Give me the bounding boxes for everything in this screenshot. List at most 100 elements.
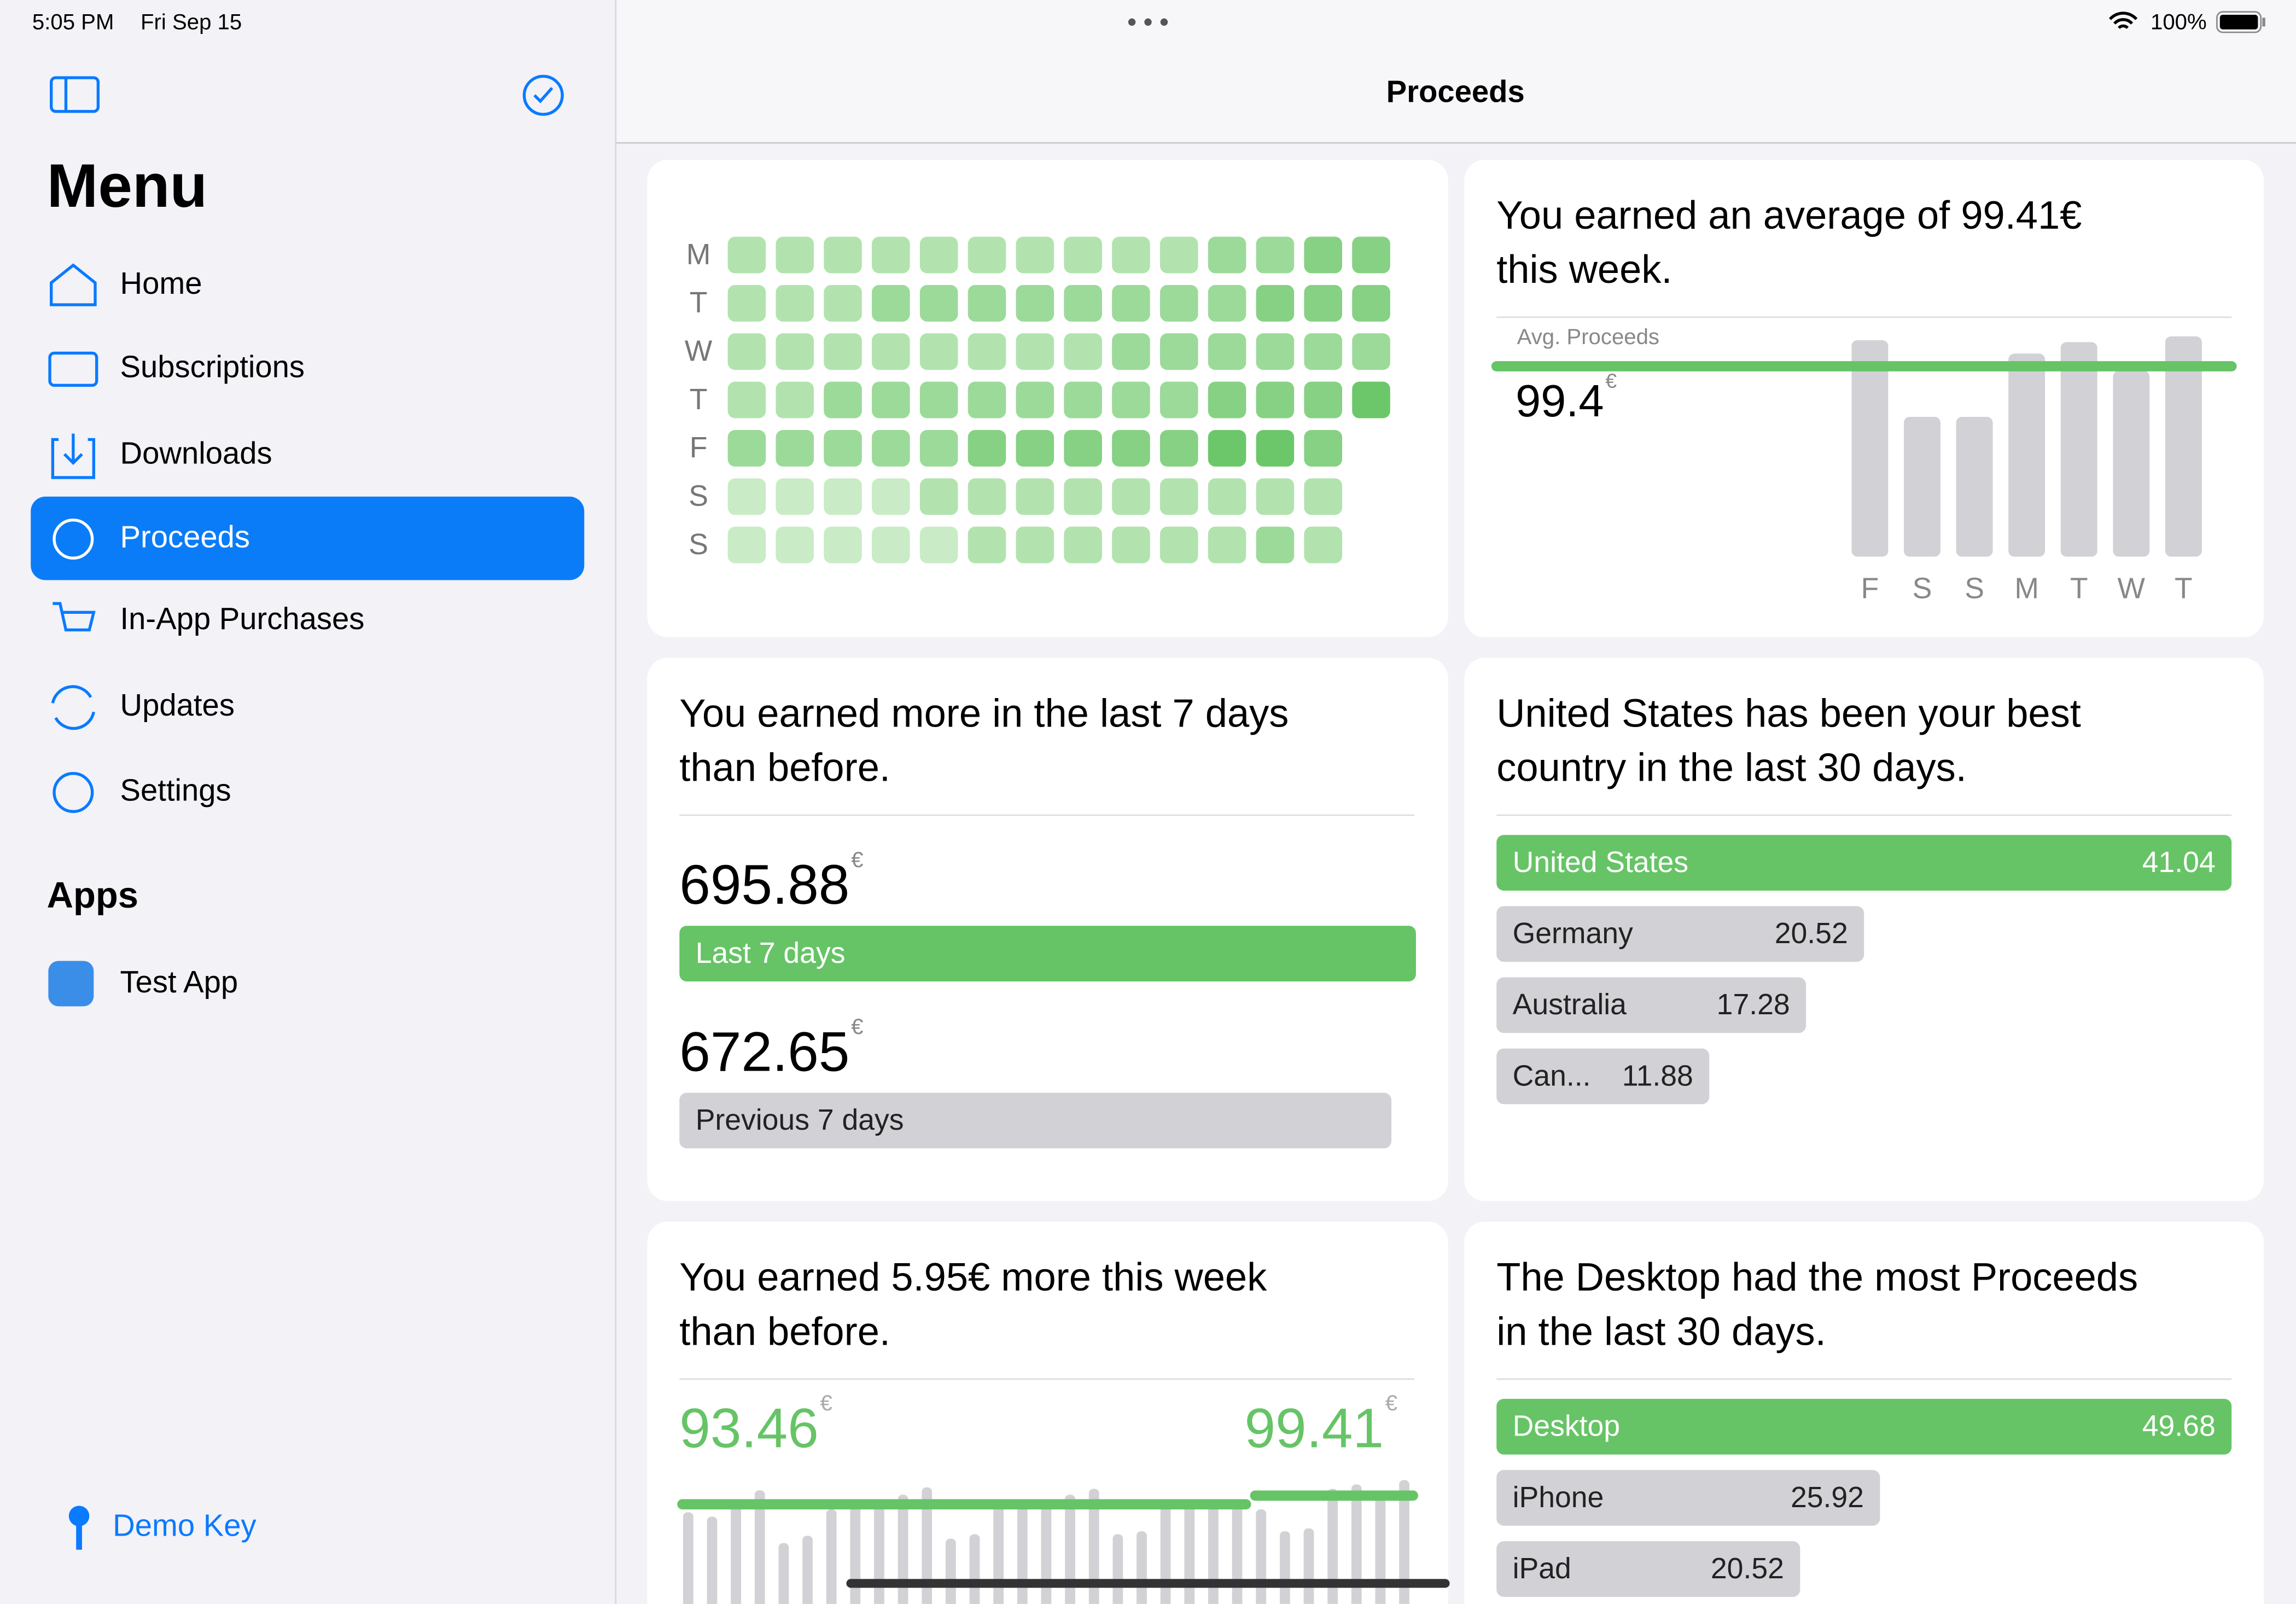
heatmap-cell xyxy=(1016,478,1054,515)
rank-bar xyxy=(1496,906,1864,962)
app-item[interactable]: Test App xyxy=(120,964,238,999)
daily-bar xyxy=(1160,1504,1171,1604)
heatmap-cell xyxy=(824,526,862,563)
check-button[interactable] xyxy=(522,74,564,116)
subscriptions-icon xyxy=(48,351,98,387)
daily-bar xyxy=(874,1502,884,1604)
heatmap-cell xyxy=(776,381,814,419)
daily-bar xyxy=(1208,1504,1219,1604)
heatmap-cell xyxy=(1208,284,1246,322)
heatmap-cell xyxy=(1304,333,1343,370)
heatmap-cell xyxy=(776,333,814,370)
day-label: W xyxy=(2118,572,2146,605)
heatmap-cell xyxy=(1352,381,1390,419)
bar-label: Previous 7 days xyxy=(696,1104,904,1136)
heatmap-cell xyxy=(727,333,766,370)
daily-bar xyxy=(1041,1504,1052,1604)
menu-item[interactable]: Subscriptions xyxy=(120,350,305,384)
daily-bar xyxy=(754,1490,765,1604)
heatmap-cell xyxy=(727,526,766,563)
heatmap-cell xyxy=(872,284,910,322)
day-label: T xyxy=(2175,572,2193,605)
heatmap-cell xyxy=(968,429,1006,467)
rank-bar xyxy=(1496,1470,1880,1526)
heatmap-row-label: W xyxy=(685,335,713,368)
status-time: 5:05 PM xyxy=(32,10,114,34)
heatmap-cell xyxy=(872,333,910,370)
multitask-dots xyxy=(1128,18,1168,26)
heatmap-cell xyxy=(1064,333,1102,370)
rank-value: 20.52 xyxy=(1711,1553,1784,1585)
menu-item[interactable]: Downloads xyxy=(120,436,272,470)
heatmap-cell xyxy=(1256,526,1295,563)
heatmap-cell xyxy=(872,236,910,274)
heatmap-cell xyxy=(1064,478,1102,515)
heatmap-cell xyxy=(727,478,766,515)
menu-item[interactable]: Settings xyxy=(120,772,231,807)
sidebar-toggle[interactable] xyxy=(50,76,100,113)
card-title: country in the last 30 days. xyxy=(1496,746,1967,790)
heatmap-cell xyxy=(1208,478,1246,515)
daily-bar xyxy=(826,1509,837,1604)
sidebar-bg xyxy=(0,0,615,1604)
avg-label: Avg. Proceeds xyxy=(1517,324,1659,349)
daily-bar xyxy=(1088,1489,1099,1604)
footer-link[interactable]: Demo Key xyxy=(113,1508,256,1542)
heatmap-cell xyxy=(1256,478,1295,515)
iap-icon xyxy=(53,602,96,632)
heatmap-cell xyxy=(1112,381,1150,419)
daily-bar xyxy=(778,1543,789,1604)
heatmap-cell xyxy=(727,284,766,322)
heatmap-cell xyxy=(1304,526,1343,563)
avg-value: 99.4 xyxy=(1516,375,1604,426)
rank-bar xyxy=(1496,1398,2232,1455)
heatmap-cell xyxy=(1208,236,1246,274)
heatmap-cell xyxy=(1256,284,1295,322)
heatmap-cell xyxy=(1112,526,1150,563)
heatmap-row-label: F xyxy=(690,432,708,464)
daily-bar xyxy=(969,1534,980,1604)
heatmap-cell xyxy=(1159,333,1198,370)
home-icon xyxy=(50,263,97,306)
day-label: S xyxy=(1913,572,1932,605)
rank-name: iPhone xyxy=(1513,1481,1604,1514)
heatmap-cell xyxy=(872,429,910,467)
daily-bar xyxy=(1375,1493,1386,1604)
heatmap-cell xyxy=(1016,284,1054,322)
unit: € xyxy=(851,847,863,872)
rank-bar xyxy=(1496,977,1807,1033)
day-label: F xyxy=(1861,572,1879,605)
heatmap-cell xyxy=(1064,381,1102,419)
daily-bar xyxy=(1184,1504,1195,1604)
before-value: 93.46 xyxy=(679,1397,819,1459)
amount: 695.88 xyxy=(679,853,849,916)
rank-name: United States xyxy=(1513,846,1688,879)
after-value: 99.41 xyxy=(1244,1397,1384,1459)
menu-item[interactable]: Home xyxy=(120,266,202,300)
daily-bar xyxy=(1327,1489,1338,1604)
rank-name: iPad xyxy=(1513,1553,1571,1585)
heatmap-cell xyxy=(1304,381,1343,419)
heatmap-cell xyxy=(968,381,1006,419)
menu-item[interactable]: Updates xyxy=(120,688,235,722)
heatmap-cell xyxy=(1016,526,1054,563)
heatmap-cell xyxy=(1256,381,1295,419)
daily-bar xyxy=(1137,1531,1147,1604)
daily-bar xyxy=(1232,1502,1243,1604)
heatmap-cell xyxy=(1159,284,1198,322)
heatmap-cell xyxy=(919,429,958,467)
heatmap-cell xyxy=(968,333,1006,370)
sidebar-title: Menu xyxy=(47,151,208,220)
card-title: this week. xyxy=(1496,248,1672,292)
status-date: Fri Sep 15 xyxy=(141,10,242,34)
day-bar xyxy=(2060,342,2097,557)
menu-item[interactable]: In-App Purchases xyxy=(120,601,365,636)
rank-bar xyxy=(1496,835,2232,891)
heatmap-cell xyxy=(919,333,958,370)
downloads-icon xyxy=(51,433,96,479)
heatmap-cell xyxy=(872,526,910,563)
heatmap-cell xyxy=(919,284,958,322)
menu-highlight xyxy=(31,496,585,580)
heatmap-cell xyxy=(1159,526,1198,563)
menu-item[interactable]: Proceeds xyxy=(120,519,250,554)
